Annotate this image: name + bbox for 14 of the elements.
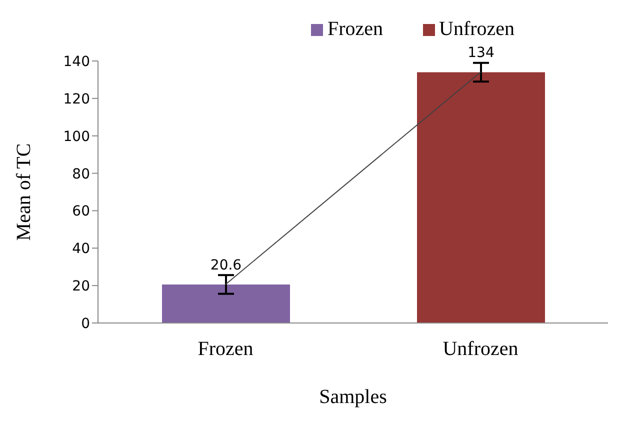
y-tick-label: 20 (72, 278, 90, 295)
y-tick-label: 140 (63, 54, 90, 70)
y-tick-label: 80 (72, 166, 90, 182)
data-label: 20.6 (210, 257, 242, 274)
legend-label: Frozen (327, 18, 383, 40)
y-tick-label: 120 (63, 91, 90, 108)
y-tick-label: 40 (72, 241, 90, 258)
legend-label: Unfrozen (439, 18, 515, 40)
y-tick-label: 100 (63, 128, 90, 145)
y-tick-label: 0 (81, 316, 90, 332)
data-label: 134 (468, 45, 494, 62)
x-axis-title: Samples (319, 386, 388, 408)
y-axis-title: Mean of TC (13, 143, 36, 241)
y-tick-label: 60 (72, 204, 90, 220)
